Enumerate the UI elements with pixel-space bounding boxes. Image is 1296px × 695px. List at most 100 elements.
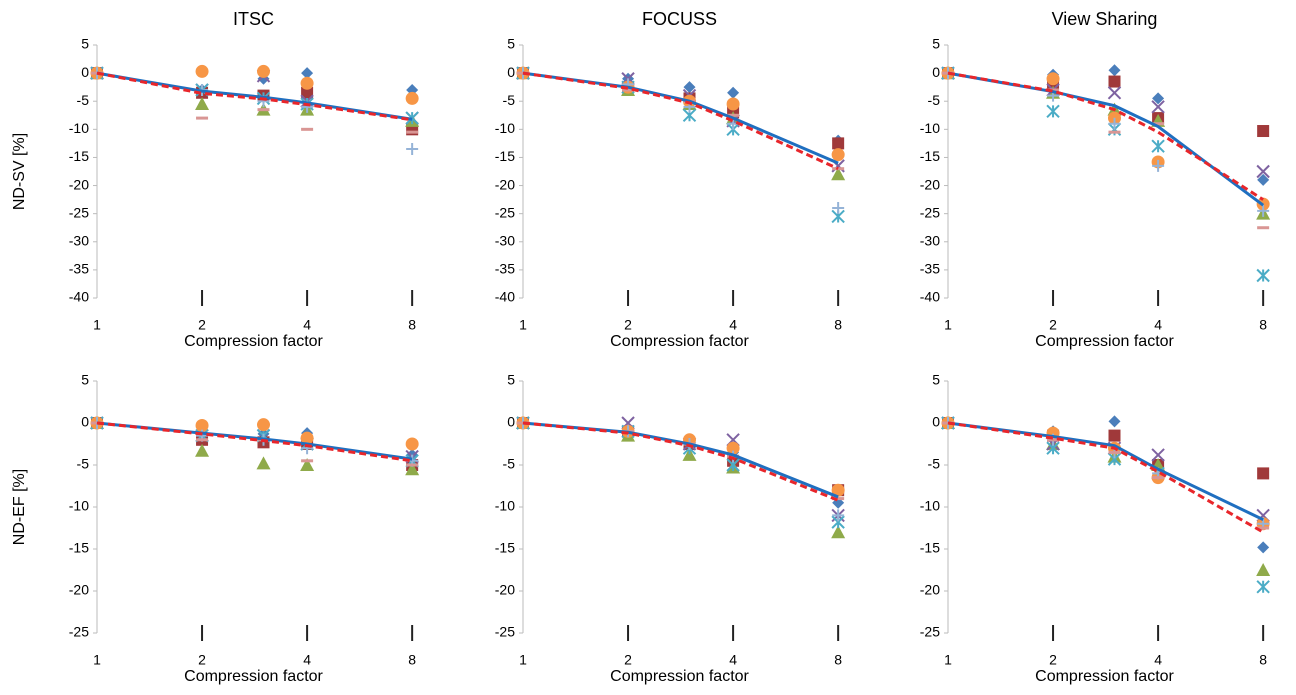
x-tick-label: 2 [1049,652,1057,668]
marker [831,483,845,497]
y-tick-label: 5 [507,372,515,388]
y-tick-label: -15 [920,148,940,164]
marker [1046,104,1060,119]
x-tick-label: 1 [93,317,101,333]
y-tick-label: -10 [920,498,940,514]
marker [831,148,845,162]
marker [1108,64,1121,77]
marker [1046,72,1060,86]
panel-title: FOCUSS [642,9,717,29]
y-tick-label: -25 [69,624,89,640]
y-tick-label: -10 [495,120,515,136]
x-tick-label: 2 [198,317,206,333]
y-tick-label: -15 [495,148,515,164]
y-tick-label: -30 [69,232,89,248]
y-tick-label: -15 [495,540,515,556]
x-tick-label: 8 [834,317,842,333]
x-axis-label: Compression factor [1035,333,1174,350]
x-tick-label: 8 [408,652,416,668]
y-tick-label: -20 [920,582,940,598]
marker [832,509,845,522]
y-tick-label: 5 [932,372,940,388]
x-axis-label: Compression factor [1035,668,1174,685]
y-tick-label: -35 [495,261,515,277]
panel: Compression factor 5 0 -5 -10 -15 -20 -251 2 4 8 [920,372,1271,685]
y-tick-label: -30 [920,232,940,248]
marker [726,97,740,111]
panel-title: ITSC [233,9,274,29]
mean-line [96,71,413,122]
y-tick-label: -5 [928,92,941,108]
marker [1257,204,1270,217]
y-tick-label: -10 [69,120,89,136]
y-tick-label: -30 [495,232,515,248]
y-tick-label: -25 [920,204,940,220]
y-tick-label: -5 [503,456,516,472]
marker [1257,541,1270,554]
marker [195,443,210,457]
marker [832,137,845,150]
y-tick-label: -20 [495,582,515,598]
y-axis-label: ND-EF [%] [11,469,28,545]
x-tick-label: 2 [624,317,632,333]
y-tick-label: -20 [69,176,89,192]
y-tick-label: 5 [81,36,89,52]
y-tick-label: -10 [495,498,515,514]
marker [1257,173,1270,186]
marker [1151,139,1165,153]
marker [1108,117,1121,130]
x-tick-label: 4 [729,317,737,333]
x-tick-label: 1 [944,317,952,333]
x-axis-label: Compression factor [610,333,749,350]
mean-line [522,421,839,499]
x-tick-label: 2 [198,652,206,668]
marker [405,437,419,451]
marker [682,447,697,461]
y-tick-label: 0 [81,64,89,80]
y-tick-label: -20 [495,176,515,192]
marker [1256,164,1270,179]
y-tick-label: 5 [81,372,89,388]
y-tick-label: -5 [77,92,90,108]
y-tick-label: -25 [495,624,515,640]
x-tick-label: 4 [1154,652,1162,668]
y-tick-label: 0 [81,414,89,430]
x-tick-label: 8 [1259,317,1267,333]
x-tick-label: 4 [1154,317,1162,333]
marker [1108,415,1121,428]
x-axis-label: Compression factor [610,668,749,685]
y-tick-label: -20 [69,582,89,598]
marker [1107,86,1122,100]
panel: FOCUSS Compression factor 5 0 -5 -10 -15 -20 -25… [495,9,846,350]
y-axis-label: ND-SV [%] [11,133,28,210]
marker [832,202,845,215]
x-tick-label: 8 [834,652,842,668]
marker [831,525,846,539]
marker [405,91,419,105]
mean-line [947,71,1265,207]
y-tick-label: -15 [69,540,89,556]
x-tick-label: 4 [303,317,311,333]
mean-line [522,71,839,171]
mean-line [947,421,1264,521]
marker [195,64,209,78]
x-tick-label: 1 [93,652,101,668]
y-tick-label: 5 [932,36,940,52]
marker [831,167,846,181]
mean-line [522,421,839,502]
y-tick-label: -5 [77,456,90,472]
marker [301,86,314,99]
marker [727,86,740,99]
y-tick-label: 0 [507,414,515,430]
y-tick-label: -35 [920,261,940,277]
mean-line [947,421,1264,534]
panel: ND-EF [%] Compression factor 5 0 -5 -10 -15 -20… [11,372,420,685]
marker [1108,429,1121,442]
y-tick-label: 0 [932,414,940,430]
x-axis-label: Compression factor [184,333,323,350]
y-tick-label: -40 [920,289,940,305]
x-tick-label: 4 [303,652,311,668]
marker [195,419,209,433]
y-tick-label: -15 [920,540,940,556]
